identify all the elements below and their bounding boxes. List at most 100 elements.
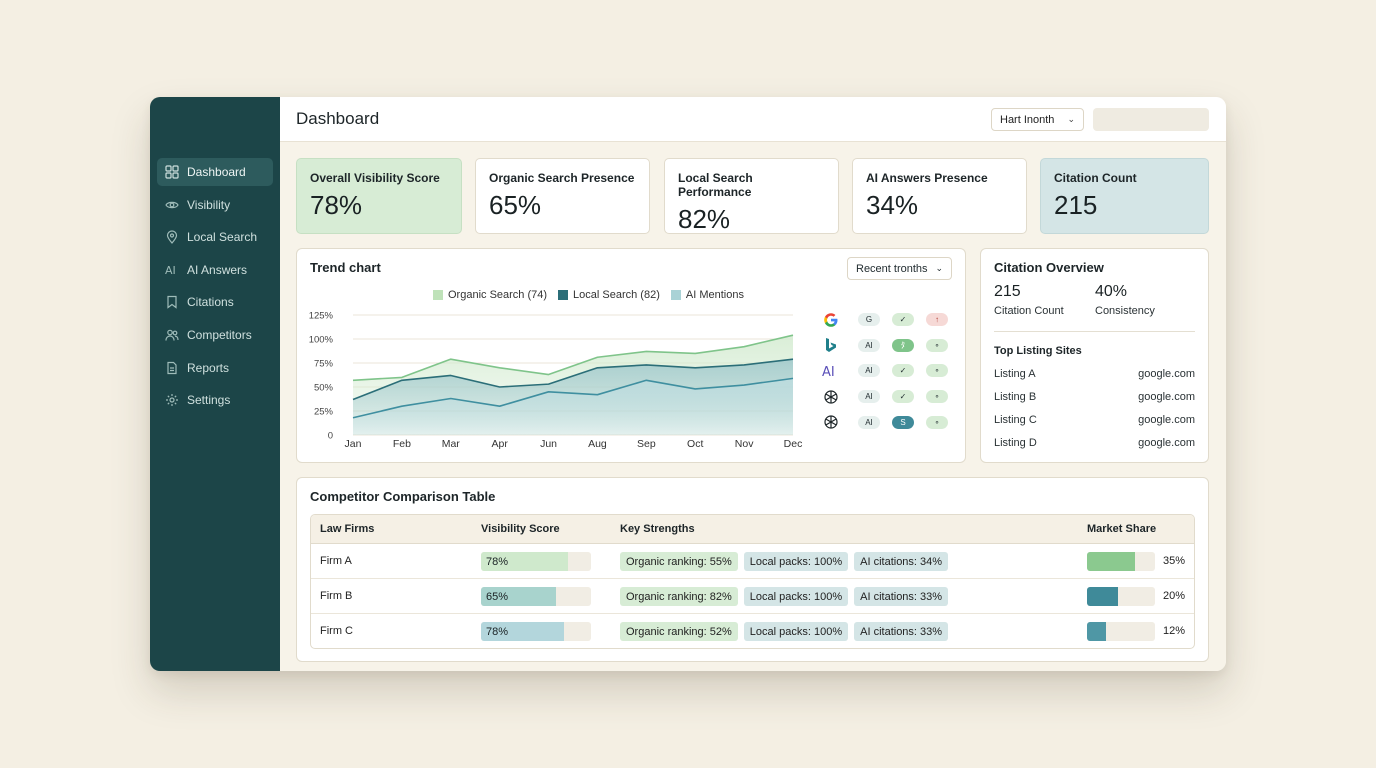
- table-header: Law Firms Visibility Score Key Strengths…: [311, 515, 1194, 544]
- status-pill: ∘: [926, 415, 948, 429]
- sidebar-item-reports[interactable]: Reports: [157, 354, 273, 382]
- table-row[interactable]: Firm A 78% Organic ranking: 55% Local pa…: [311, 544, 1194, 579]
- competitor-table: Law Firms Visibility Score Key Strengths…: [310, 514, 1195, 649]
- listing-row: Listing A google.com: [994, 368, 1195, 380]
- sidebar-item-competitors[interactable]: Competitors: [157, 321, 273, 349]
- firm-name: Firm B: [320, 590, 353, 602]
- bookmark-icon: [165, 295, 179, 310]
- sidebar-item-label: Reports: [187, 360, 230, 375]
- kpi-value: 34%: [866, 190, 919, 220]
- x-tick-label: Nov: [735, 438, 754, 450]
- competitor-table-title: Competitor Comparison Table: [310, 489, 496, 504]
- legend-swatch: [433, 290, 443, 300]
- sidebar-item-visibility[interactable]: Visibility: [157, 191, 273, 219]
- kpi-card-ai-answers: AI Answers Presence 34%: [852, 158, 1027, 234]
- firm-name: Firm C: [320, 625, 353, 637]
- citation-overview-card: Citation Overview 215 Citation Count 40%…: [980, 248, 1209, 463]
- kpi-label: Local Search Performance: [678, 171, 753, 199]
- status-pill: AI: [858, 364, 880, 378]
- platform-row-google: G ✓ ↑: [822, 307, 960, 333]
- x-tick-label: Sep: [637, 438, 656, 450]
- kpi-card-overall-visibility: Overall Visibility Score 78%: [296, 158, 462, 234]
- consistency-stat: 40% Consistency: [1095, 283, 1155, 317]
- app-window: Dashboard Visibility Local Search AI AI …: [150, 97, 1226, 671]
- chevron-down-icon: ⌄: [1067, 114, 1075, 124]
- status-pill: ∘: [926, 338, 948, 352]
- range-select[interactable]: Recent tronths ⌄: [847, 257, 952, 280]
- listing-site: google.com: [1138, 414, 1195, 426]
- visibility-bar-fill: 78%: [481, 552, 568, 571]
- sidebar-item-label: AI Answers: [187, 262, 248, 277]
- sidebar-item-label: Competitors: [187, 327, 252, 342]
- stat-value: 40%: [1095, 283, 1128, 300]
- platform-row-openai-2: AI S ∘: [822, 409, 960, 435]
- sidebar-item-dashboard[interactable]: Dashboard: [157, 158, 273, 186]
- y-tick-label: 100%: [309, 335, 334, 346]
- column-header-strengths[interactable]: Key Strengths: [620, 523, 695, 535]
- bing-icon: [822, 336, 840, 354]
- kpi-value: 78%: [310, 190, 363, 220]
- trend-chart-card: Trend chart Recent tronths ⌄ Organic Sea…: [296, 248, 966, 463]
- sidebar-item-citations[interactable]: Citations: [157, 288, 273, 316]
- trend-chart-title: Trend chart: [310, 260, 381, 275]
- market-share-value: 35%: [1162, 555, 1185, 567]
- search-input[interactable]: [1093, 108, 1209, 131]
- visibility-bar-fill: 78%: [481, 622, 564, 641]
- page-title: Dashboard: [296, 109, 380, 128]
- strength-tags: Organic ranking: 55% Local packs: 100% A…: [620, 552, 954, 571]
- legend-label: Local Search (82): [573, 289, 660, 301]
- sidebar-item-label: Settings: [187, 393, 231, 408]
- legend-item-local: Local Search (82): [558, 289, 660, 301]
- account-select[interactable]: Hart Inonth ⌄: [991, 108, 1084, 131]
- chevron-down-icon: ⌄: [935, 263, 943, 273]
- legend-label: Organic Search (74): [448, 289, 548, 301]
- document-icon: [165, 361, 179, 375]
- y-tick-label: 0: [328, 431, 333, 442]
- kpi-value: 215: [1054, 190, 1098, 220]
- svg-text:AI: AI: [165, 264, 176, 277]
- series-line: [352, 377, 794, 419]
- sidebar-item-local-search[interactable]: Local Search: [157, 223, 273, 251]
- kpi-card-organic-search: Organic Search Presence 65%: [475, 158, 650, 234]
- strength-tag: Organic ranking: 82%: [620, 587, 738, 606]
- kpi-label: Organic Search Presence: [489, 171, 635, 185]
- listing-name: Listing D: [994, 437, 1037, 449]
- sidebar-item-settings[interactable]: Settings: [157, 386, 273, 414]
- legend-item-organic: Organic Search (74): [433, 289, 547, 301]
- market-share-bar-fill: [1087, 622, 1107, 641]
- listing-row: Listing B google.com: [994, 391, 1195, 403]
- market-share-bar-fill: [1087, 552, 1136, 571]
- column-header-market-share[interactable]: Market Share: [1087, 523, 1157, 535]
- openai-icon: [822, 413, 840, 431]
- sidebar-item-label: Dashboard: [187, 165, 246, 179]
- status-pill: G: [858, 313, 880, 327]
- visibility-bar-fill: 65%: [481, 587, 556, 606]
- firm-name: Firm A: [320, 555, 352, 567]
- listing-name: Listing C: [994, 414, 1037, 426]
- x-tick-label: Dec: [784, 438, 803, 450]
- status-pill: ﾀ: [892, 338, 914, 352]
- column-header-law-firms[interactable]: Law Firms: [320, 523, 375, 535]
- range-select-value: Recent tronths: [856, 262, 928, 275]
- table-row[interactable]: Firm B 65% Organic ranking: 82% Local pa…: [311, 579, 1194, 614]
- table-row[interactable]: Firm C 78% Organic ranking: 52% Local pa…: [311, 614, 1194, 648]
- status-pill: ✓: [892, 313, 914, 327]
- grid-icon: [165, 165, 179, 179]
- status-pill: AI: [858, 338, 880, 352]
- sidebar-item-label: Visibility: [187, 197, 231, 212]
- sidebar-item-ai-answers[interactable]: AI AI Answers: [157, 256, 273, 284]
- kpi-value: 82%: [678, 204, 731, 234]
- status-pill: AI: [858, 415, 880, 429]
- platform-row-bing: AI ﾀ ∘: [822, 333, 960, 359]
- main-content: Dashboard Hart Inonth ⌄ Overall Visibili…: [280, 97, 1226, 671]
- kpi-label: AI Answers Presence: [866, 171, 988, 185]
- listing-site: google.com: [1138, 368, 1195, 380]
- y-tick-label: 125%: [309, 311, 334, 322]
- strength-tags: Organic ranking: 52% Local packs: 100% A…: [620, 622, 954, 641]
- x-tick-label: Feb: [393, 438, 411, 450]
- column-header-visibility[interactable]: Visibility Score: [481, 523, 560, 535]
- x-tick-label: Mar: [442, 438, 461, 450]
- series-line: [352, 334, 794, 382]
- eye-icon: [165, 198, 179, 212]
- listing-name: Listing A: [994, 368, 1036, 380]
